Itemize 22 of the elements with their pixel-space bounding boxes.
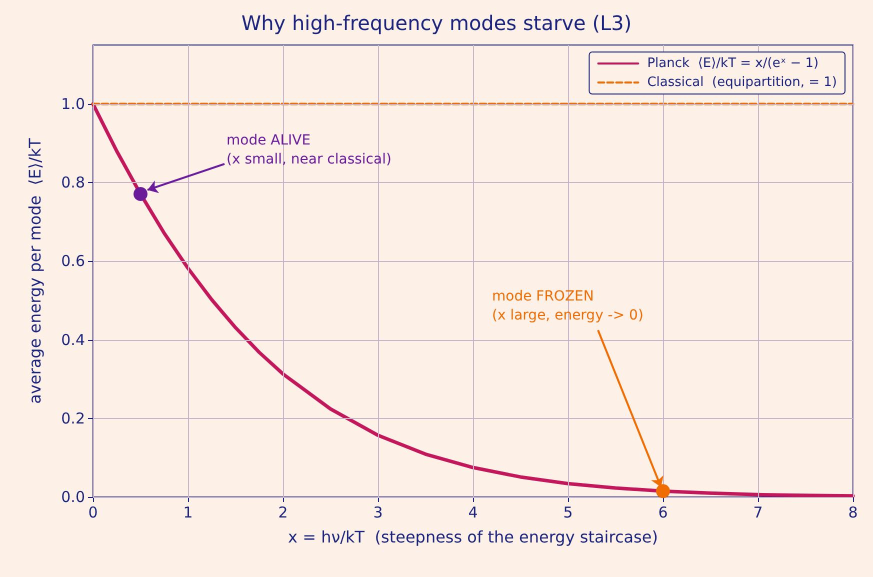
x-tick-label: 2 — [278, 504, 288, 522]
y-tick-label: 1.0 — [61, 94, 85, 113]
y-axis-title: average energy per mode ⟨E⟩/kT — [26, 138, 44, 404]
y-tick-label: 0.8 — [61, 174, 85, 192]
x-tick-label: 7 — [753, 504, 763, 522]
annotation: mode ALIVE (x small, near classical) — [226, 132, 392, 168]
x-tick-label: 3 — [373, 504, 383, 522]
y-tick-label: 0.2 — [61, 409, 85, 428]
x-tick-label: 8 — [848, 504, 858, 522]
legend-label: Planck ⟨E⟩/kT = x/(eˣ − 1) — [647, 56, 819, 71]
chart-title: Why high-frequency modes starve (L3) — [241, 11, 632, 35]
x-tick-label: 4 — [468, 504, 478, 522]
y-tick-label: 0.6 — [61, 252, 85, 270]
x-tick-label: 1 — [183, 504, 193, 522]
y-tick-label: 0.0 — [61, 488, 85, 506]
x-tick-label: 5 — [563, 504, 573, 522]
annotation: mode FROZEN (x large, energy -> 0) — [492, 288, 644, 324]
x-tick-label: 0 — [88, 504, 98, 522]
x-tick-label: 6 — [658, 504, 668, 522]
y-tick-label: 0.4 — [61, 330, 85, 349]
legend-label: Classical (equipartition, = 1) — [647, 75, 838, 90]
x-axis-title: x = hν/kT (steepness of the energy staircase) — [288, 528, 658, 546]
